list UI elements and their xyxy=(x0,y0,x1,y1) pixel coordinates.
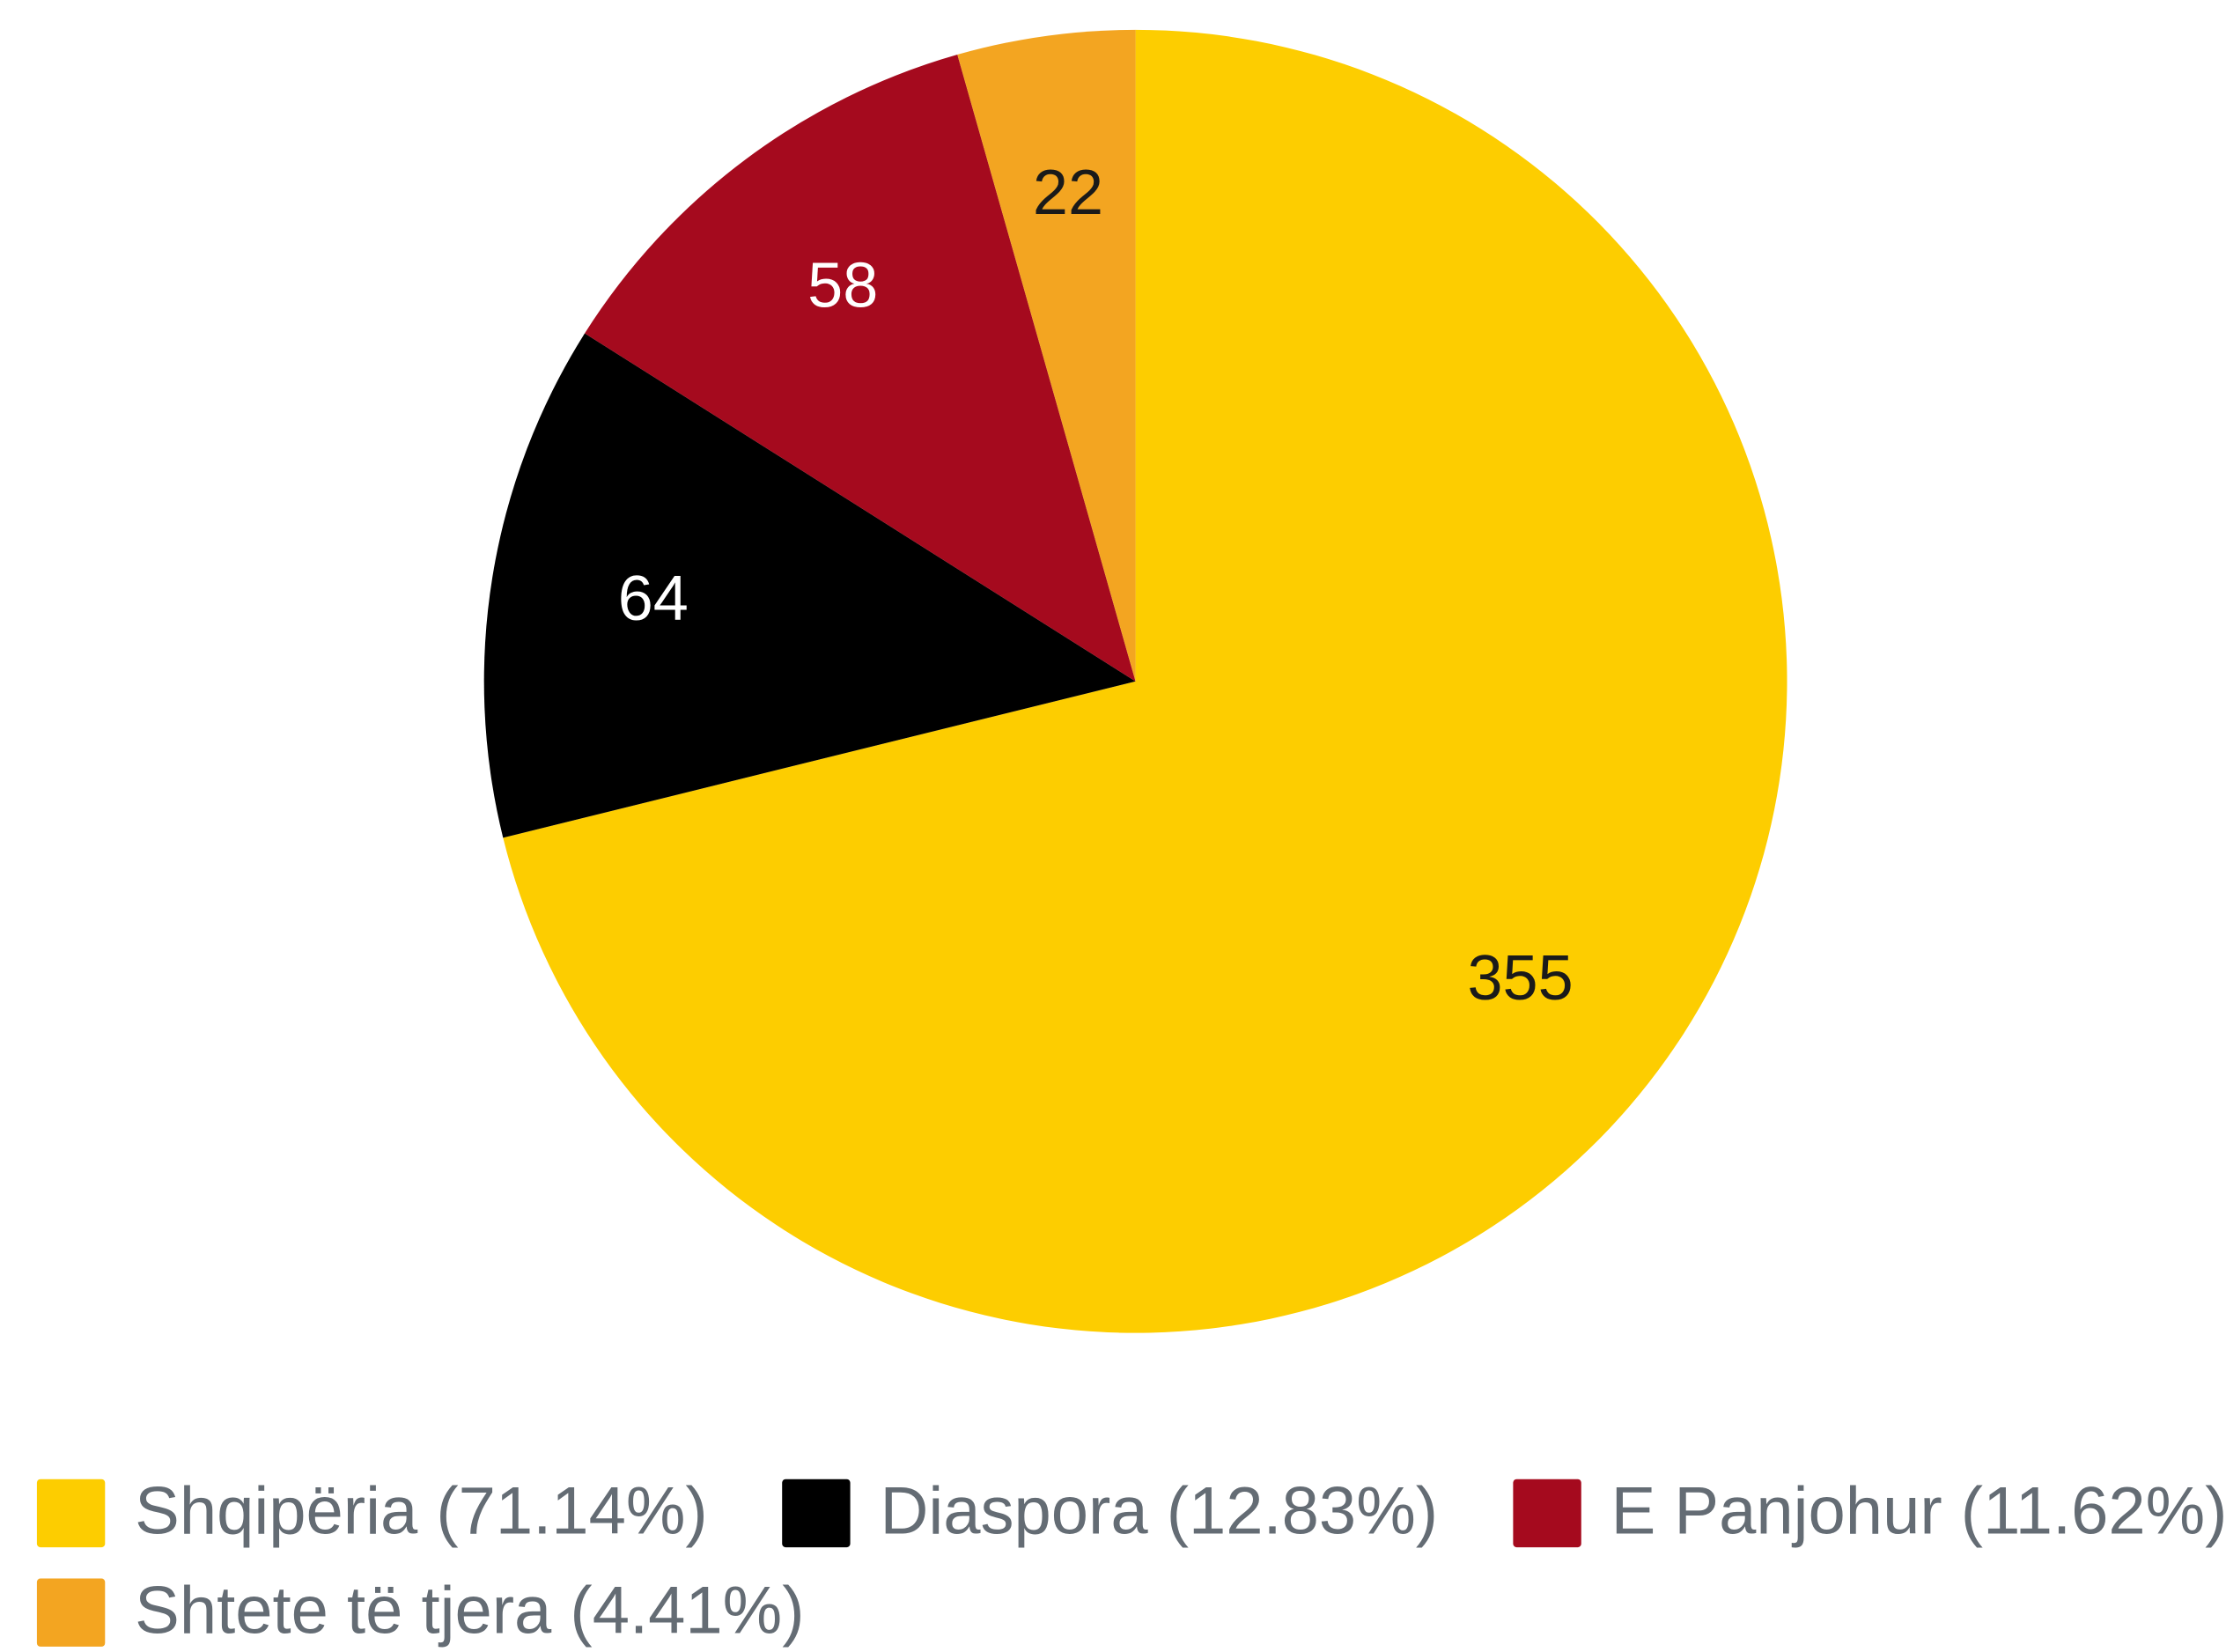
pie-slice xyxy=(503,29,1787,1333)
legend-swatch xyxy=(36,1479,106,1548)
pie-slice xyxy=(483,333,1136,838)
data-label: 22 xyxy=(1033,158,1103,228)
legend-swatch xyxy=(36,1578,106,1647)
legend-label: Shqipëria (71.14%) xyxy=(135,1474,708,1549)
legend-swatch xyxy=(782,1479,851,1548)
data-label: 58 xyxy=(807,250,878,321)
pie-slice xyxy=(957,29,1136,682)
legend-label: E Panjohur (11.62%) xyxy=(1611,1474,2226,1549)
data-label: 355 xyxy=(1467,943,1573,1014)
legend-swatch xyxy=(1513,1479,1581,1548)
data-label: 64 xyxy=(618,564,689,634)
pie-slice xyxy=(585,55,1136,682)
legend-label: Shtete të tjera (4.41%) xyxy=(135,1574,804,1648)
legend-label: Diaspora (12.83%) xyxy=(880,1474,1438,1549)
